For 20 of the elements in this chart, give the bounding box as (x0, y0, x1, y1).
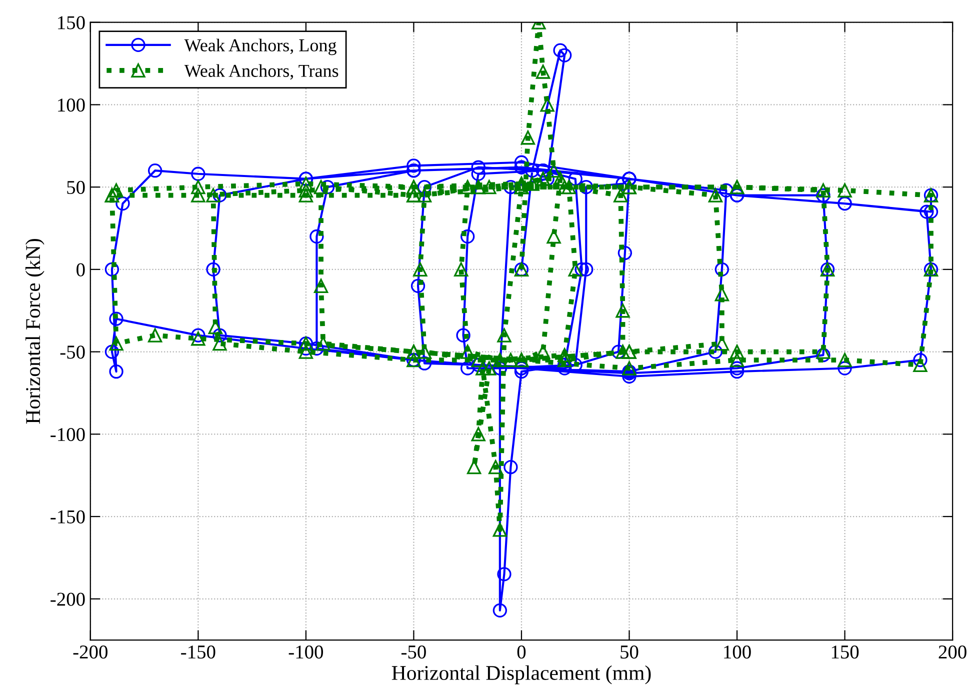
x-tick-label: 50 (620, 645, 638, 659)
x-tick-label: 200 (938, 645, 966, 659)
y-tick-label: -100 (50, 428, 85, 442)
x-axis-title: Horizontal Displacement (mm) (392, 665, 651, 684)
x-tick-label: 0 (517, 645, 526, 659)
legend-label: Weak Anchors, Trans (184, 64, 338, 80)
y-tick-label: -150 (50, 510, 85, 524)
y-tick-label: 50 (67, 180, 85, 194)
y-tick-label: -200 (50, 592, 85, 606)
y-tick-label: -50 (60, 346, 85, 359)
y-axis-title: Horizontal Force (kN) (25, 238, 44, 424)
x-tick-label: -50 (401, 645, 426, 659)
legend-label: Weak Anchors, Long (184, 38, 336, 56)
x-tick-label: 100 (724, 645, 751, 659)
y-tick-label: 100 (58, 98, 85, 112)
x-tick-label: 150 (832, 645, 859, 659)
x-tick-label: -150 (181, 645, 216, 659)
x-tick-label: -100 (288, 645, 324, 659)
y-tick-label: 150 (58, 16, 85, 30)
y-tick-label: 0 (76, 263, 85, 276)
